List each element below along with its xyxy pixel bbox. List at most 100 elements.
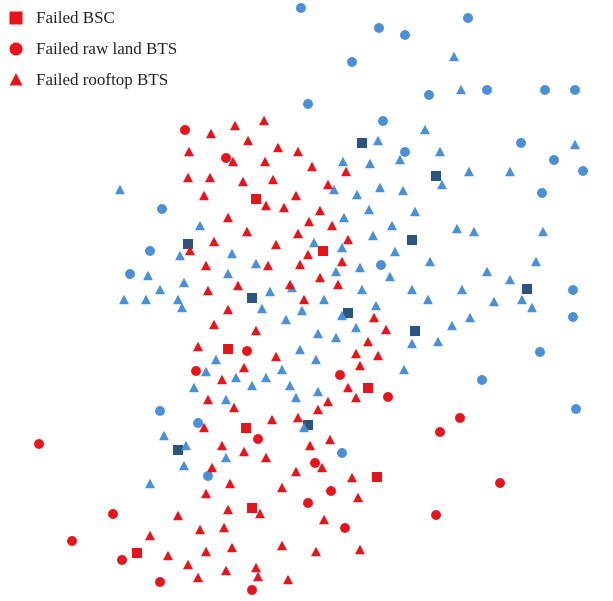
triangle-marker xyxy=(433,336,443,347)
triangle-marker xyxy=(143,270,153,281)
triangle-marker xyxy=(353,492,363,503)
triangle-marker xyxy=(420,124,430,135)
triangle-marker xyxy=(203,394,213,405)
triangle-marker xyxy=(291,392,301,403)
square-marker xyxy=(372,472,382,482)
triangle-marker xyxy=(277,482,287,493)
triangle-marker xyxy=(465,312,475,323)
circle-marker xyxy=(253,434,263,444)
triangle-marker xyxy=(233,280,243,291)
circle-marker xyxy=(374,23,384,33)
triangle-marker xyxy=(381,324,391,335)
triangle-marker xyxy=(327,220,337,231)
circle-marker xyxy=(340,523,350,533)
triangle-marker xyxy=(179,277,189,288)
triangle-marker xyxy=(313,328,323,339)
triangle-marker xyxy=(456,84,466,95)
circle-marker xyxy=(537,188,547,198)
triangle-marker xyxy=(119,294,129,305)
circle-marker xyxy=(108,509,118,519)
square-marker xyxy=(247,293,257,303)
circle-marker xyxy=(247,585,257,595)
triangle-marker xyxy=(141,294,151,305)
circle-marker xyxy=(463,13,473,23)
triangle-marker xyxy=(369,312,379,323)
circle-marker xyxy=(482,85,492,95)
circle-marker xyxy=(378,116,388,126)
triangle-marker xyxy=(351,322,361,333)
series xyxy=(34,125,505,595)
triangle-marker xyxy=(267,414,277,425)
triangle-marker xyxy=(184,146,194,157)
triangle-marker xyxy=(199,190,209,201)
triangle-marker xyxy=(375,182,385,193)
triangle-marker xyxy=(195,220,205,231)
circle-marker xyxy=(578,166,588,176)
triangle-marker xyxy=(201,366,211,377)
triangle-marker xyxy=(331,332,341,343)
square-marker xyxy=(363,383,373,393)
triangle-marker xyxy=(177,302,187,313)
triangle-marker xyxy=(352,189,362,200)
circle-marker xyxy=(431,510,441,520)
triangle-marker xyxy=(259,115,269,126)
circle-marker xyxy=(335,370,345,380)
triangle-marker xyxy=(304,216,314,227)
triangle-marker xyxy=(145,530,155,541)
triangle-marker xyxy=(261,452,271,463)
triangle-marker xyxy=(315,272,325,283)
triangle-marker xyxy=(299,422,309,433)
triangle-marker xyxy=(319,514,329,525)
triangle-marker xyxy=(265,286,275,297)
triangle-marker xyxy=(145,478,155,489)
triangle-marker xyxy=(283,574,293,585)
triangle-marker xyxy=(407,338,417,349)
circle-marker xyxy=(303,99,313,109)
circle-marker xyxy=(303,498,313,508)
triangle-marker xyxy=(313,404,323,415)
triangle-marker xyxy=(206,128,216,139)
legend-label: Failed BSC xyxy=(36,8,115,27)
triangle-marker xyxy=(230,120,240,131)
triangle-marker xyxy=(223,268,233,279)
triangle-marker xyxy=(271,239,281,250)
triangle-marker xyxy=(253,571,263,582)
triangle-marker xyxy=(277,364,287,375)
triangle-marker xyxy=(457,284,467,295)
circle-marker xyxy=(9,42,23,56)
triangle-marker xyxy=(271,351,281,362)
triangle-marker xyxy=(505,274,515,285)
triangle-marker xyxy=(482,266,492,277)
circle-marker xyxy=(221,153,231,163)
triangle-marker xyxy=(231,372,241,383)
triangle-marker xyxy=(223,212,233,223)
triangle-marker xyxy=(279,202,289,213)
triangle-marker xyxy=(221,452,231,463)
triangle-marker xyxy=(317,462,327,473)
triangle-marker xyxy=(437,179,447,190)
triangle-marker xyxy=(229,402,239,413)
triangle-marker xyxy=(209,236,219,247)
triangle-marker xyxy=(355,360,365,371)
square-marker xyxy=(431,171,441,181)
triangle-marker xyxy=(199,422,209,433)
legend-label: Failed raw land BTS xyxy=(36,39,177,58)
square-marker xyxy=(247,503,257,513)
circle-marker xyxy=(383,392,393,402)
circle-marker xyxy=(310,458,320,468)
triangle-marker xyxy=(343,382,353,393)
triangle-marker xyxy=(225,478,235,489)
triangle-marker xyxy=(365,158,375,169)
circle-marker xyxy=(193,418,203,428)
triangle-marker xyxy=(193,341,203,352)
triangle-marker xyxy=(355,262,365,273)
legend-label: Failed rooftop BTS xyxy=(36,70,168,89)
triangle-marker xyxy=(464,166,474,177)
triangle-marker xyxy=(407,284,417,295)
triangle-marker xyxy=(173,294,183,305)
triangle-marker xyxy=(469,226,479,237)
triangle-marker xyxy=(205,172,215,183)
circle-marker xyxy=(191,366,201,376)
triangle-marker xyxy=(175,250,185,261)
triangle-marker xyxy=(217,440,227,451)
